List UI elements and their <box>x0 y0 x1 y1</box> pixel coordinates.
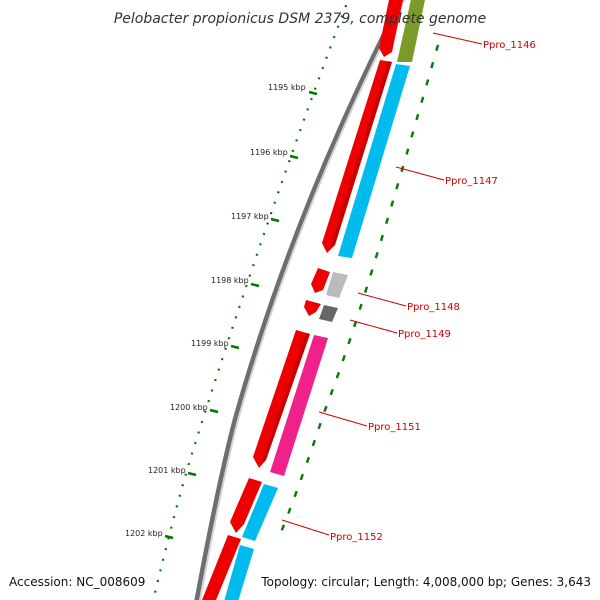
cds-ppro-1146 <box>379 0 403 57</box>
scale-tick <box>230 344 240 350</box>
genome-summary-text: Topology: circular; Length: 4,008,000 bp… <box>260 575 591 589</box>
scale-tick <box>289 154 299 160</box>
cog-ppro-1146 <box>397 0 425 62</box>
gene-track-ticks <box>276 44 440 541</box>
map-title: Pelobacter propionicus DSM 2379, complet… <box>114 11 486 27</box>
scale-tick-label: 1199 kbp <box>191 339 229 348</box>
leader-line-ppro-1147 <box>395 166 445 181</box>
scale-tick-label: 1196 kbp <box>250 148 288 157</box>
gene-label-ppro-1151: Ppro_1151 <box>368 422 421 433</box>
scale-tick <box>187 471 197 477</box>
leader-line-ppro-1148 <box>357 292 407 307</box>
scale-tick-label: 1202 kbp <box>125 529 163 538</box>
scale-tick <box>270 217 280 223</box>
backbone-outer <box>194 0 405 600</box>
cds-lower <box>202 535 241 600</box>
scale-tick <box>209 408 219 414</box>
cog-ppro-1148 <box>326 272 348 298</box>
leader-line-ppro-1152 <box>281 519 330 536</box>
cog-ppro-1149 <box>319 305 338 322</box>
cog-ppro-1147 <box>338 64 410 258</box>
cds-shade-1147 <box>330 61 392 247</box>
scale-ring <box>152 0 350 600</box>
scale-tick <box>164 534 174 540</box>
scale-tick-label: 1200 kbp <box>170 403 208 412</box>
cds-shade-1151 <box>262 333 310 461</box>
leader-line-ppro-1146 <box>432 32 483 45</box>
scale-tick <box>308 90 318 96</box>
gene-label-ppro-1147: Ppro_1147 <box>445 176 498 187</box>
scale-tick-label: 1201 kbp <box>148 466 186 475</box>
cog-lower <box>224 545 254 600</box>
cds-ppro-1148 <box>311 268 330 293</box>
gene-label-ppro-1146: Ppro_1146 <box>483 40 536 51</box>
gene-label-ppro-1149: Ppro_1149 <box>398 329 451 340</box>
gene-label-ppro-1152: Ppro_1152 <box>330 532 383 543</box>
cds-ppro-1149 <box>304 300 321 316</box>
scale-tick-label: 1198 kbp <box>211 276 249 285</box>
scale-tick-label: 1195 kbp <box>268 83 306 92</box>
scale-tick <box>250 282 260 288</box>
gene-label-ppro-1148: Ppro_1148 <box>407 302 460 313</box>
cds-ppro-1152 <box>230 478 262 533</box>
leader-line-ppro-1149 <box>349 319 398 334</box>
cog-ppro-1152 <box>242 484 278 541</box>
accession-text: Accession: NC_008609 <box>9 575 145 589</box>
cog-ppro-1151 <box>270 335 328 476</box>
scale-tick-label: 1197 kbp <box>231 212 269 221</box>
backbone-inner <box>198 0 406 600</box>
leader-line-ppro-1151 <box>318 411 368 427</box>
